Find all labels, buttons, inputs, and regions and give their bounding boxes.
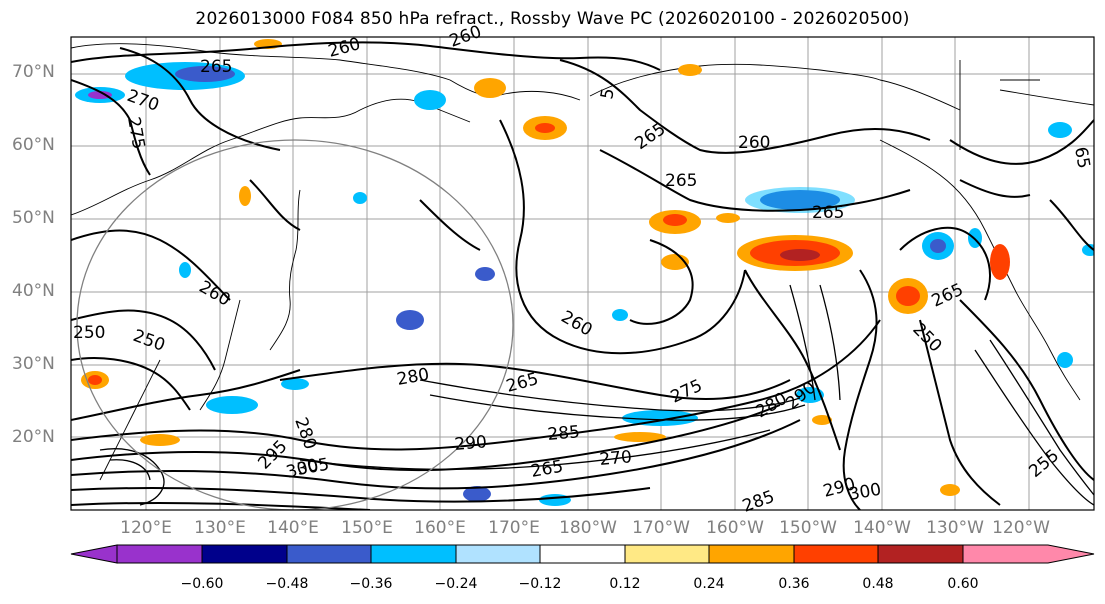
contour-label: 265 [200,57,232,77]
lon-label: 120°E [120,518,172,538]
colorbar-segment [286,544,372,564]
contour-label: 65 [1070,145,1093,170]
colorbar-segment [793,544,879,564]
figure-title: 2026013000 F084 850 hPa refract., Rossby… [195,9,910,29]
colorbar-tick: −0.24 [434,576,478,592]
lat-label: 50°N [12,208,55,228]
colorbar-tick: 0.24 [693,576,725,592]
thin-contours [99,284,1094,506]
lat-label: 40°N [12,281,55,301]
refractivity-contours [71,41,1094,510]
colorbar-tick: −0.60 [180,576,224,592]
colorbar-tick: −0.36 [349,576,393,592]
lon-label: 130°E [194,518,246,538]
lon-label: 150°W [779,518,837,538]
contour-label: 290 [454,432,488,455]
colorbar-segment [201,544,288,564]
colorbar-over-segment [962,544,1095,564]
colorbar-tick: 0.60 [947,576,979,592]
rossby-wave-circle [76,139,514,510]
colorbar-tick: 0.12 [609,576,641,592]
shaded-anomalies [75,39,1094,506]
lat-label: 70°N [12,62,55,82]
contour-label: 250 [73,323,105,343]
colorbar-segment [877,544,964,564]
lat-label: 60°N [12,135,55,155]
colorbar-tick: −0.48 [265,576,309,592]
lon-label: 170°E [488,518,540,538]
contour-label: 265 [665,171,697,191]
colorbar-tick: −0.12 [518,576,562,592]
colorbar [70,544,1095,564]
lon-label: 140°W [853,518,911,538]
colorbar-segment [624,544,710,564]
contour-label: 270 [599,447,633,470]
lon-label: 120°W [992,518,1050,538]
lat-label: 20°N [12,427,55,447]
lon-label: 170°W [632,518,690,538]
colorbar-tick: 0.36 [778,576,810,592]
gridlines [71,37,1094,510]
contour-label: 285 [547,422,581,445]
colorbar-tick: 0.48 [862,576,894,592]
map-background [71,37,1094,510]
colorbar-segment [116,544,203,564]
lon-label: 160°E [414,518,466,538]
colorbar-segment [708,544,795,564]
lon-label: 160°W [706,518,764,538]
lon-label: 130°W [926,518,984,538]
contour-label: 265 [812,203,844,223]
lon-label: 140°E [267,518,319,538]
coastlines [71,43,1094,481]
colorbar-segment [455,544,541,564]
colorbar-segment [370,544,457,564]
colorbar-segment [539,544,626,564]
contour-label: 5 [597,87,619,101]
map-frame [70,36,1095,511]
lon-label: 180°W [559,518,617,538]
colorbar-under-triangle [70,544,118,564]
contour-label: 260 [738,133,770,153]
lat-label: 30°N [12,354,55,374]
lon-label: 150°E [341,518,393,538]
